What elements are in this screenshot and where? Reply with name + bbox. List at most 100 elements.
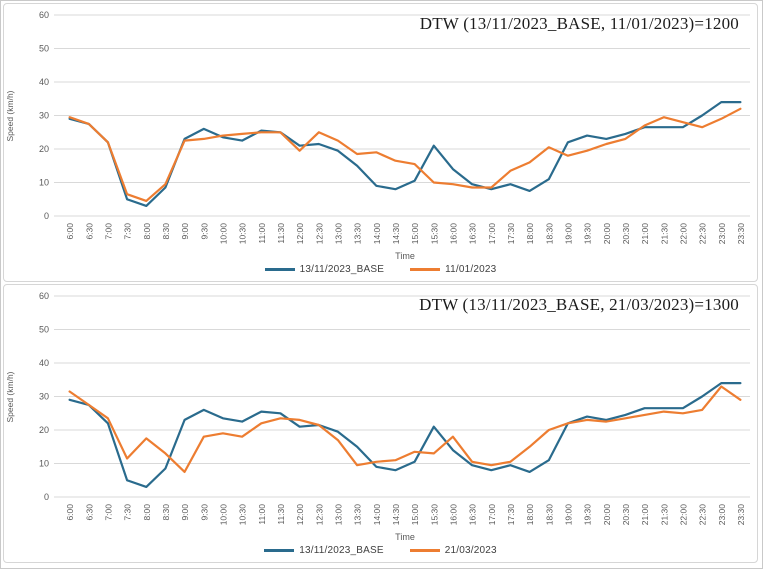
y-tick-label: 0 [44, 492, 49, 502]
x-tick-label: 10:00 [218, 223, 228, 245]
x-tick-label: 18:00 [525, 223, 535, 245]
x-tick-label: 7:30 [123, 223, 133, 240]
x-tick-label: 21:00 [640, 223, 650, 245]
x-tick-label: 20:30 [621, 223, 631, 245]
x-tick-label: 7:00 [103, 223, 113, 240]
x-tick-label: 12:00 [295, 504, 305, 526]
x-tick-label: 23:30 [736, 223, 746, 245]
x-tick-label: 11:30 [276, 504, 286, 525]
x-tick-label: 18:30 [544, 223, 554, 245]
y-tick-label: 50 [39, 325, 49, 335]
x-tick-label: 17:00 [487, 223, 497, 245]
y-tick-label: 10 [39, 459, 49, 469]
x-tick-label: 11:00 [257, 223, 267, 244]
y-tick-label: 10 [39, 178, 49, 188]
x-tick-label: 8:00 [142, 223, 152, 240]
x-tick-label: 7:00 [103, 504, 113, 521]
x-tick-label: 7:30 [123, 504, 133, 521]
x-tick-label: 6:30 [84, 504, 94, 521]
chart-panel-top: DTW (13/11/2023_BASE, 11/01/2023)=1200 S… [3, 3, 758, 282]
x-tick-label: 13:00 [333, 504, 343, 526]
y-tick-label: 40 [39, 77, 49, 87]
x-tick-label: 16:30 [468, 223, 478, 245]
x-tick-label: 9:00 [180, 504, 190, 521]
x-tick-label: 15:30 [429, 504, 439, 526]
x-tick-label: 21:30 [659, 223, 669, 245]
x-tick-label: 17:30 [506, 223, 516, 245]
legend-label: 13/11/2023_BASE [299, 544, 384, 556]
x-tick-label: 16:30 [468, 504, 478, 526]
legend-line-swatch [410, 267, 441, 271]
x-tick-label: 14:30 [391, 504, 401, 526]
x-tick-label: 17:00 [487, 504, 497, 526]
x-tick-label: 9:30 [199, 223, 209, 240]
legend-label: 21/03/2023 [444, 544, 497, 556]
x-tick-label: 16:00 [448, 504, 458, 526]
y-tick-label: 0 [44, 211, 49, 221]
y-tick-label: 30 [39, 392, 49, 402]
legend-item-compare: 11/01/2023 [410, 264, 496, 275]
x-tick-label: 13:30 [353, 504, 363, 526]
chart-legend: 13/11/2023_BASE 21/03/2023 [4, 542, 757, 558]
x-tick-label: 15:30 [429, 223, 439, 245]
x-tick-label: 9:00 [180, 223, 190, 240]
x-tick-label: 6:00 [65, 223, 75, 240]
x-tick-label: 12:30 [314, 504, 324, 526]
line-chart: 0 10 20 30 40 50 60 6:00 6:30 7:00 7:30 8:00 8:30 9:0… [39, 291, 750, 526]
x-tick-label: 19:30 [583, 223, 593, 245]
x-tick-label: 6:30 [84, 223, 94, 240]
x-tick-label: 13:30 [353, 223, 363, 245]
x-tick-label: 10:00 [218, 504, 228, 526]
x-tick-label: 21:30 [659, 504, 669, 526]
series-line [68, 107, 742, 202]
x-tick-label: 23:00 [717, 223, 727, 245]
legend-item-base: 13/11/2023_BASE [264, 545, 384, 556]
x-tick-label: 18:00 [525, 504, 535, 526]
x-axis-title: Time [395, 251, 415, 261]
x-tick-label: 9:30 [199, 504, 209, 521]
x-tick-label: 8:30 [161, 504, 171, 521]
line-chart: 0 10 20 30 40 50 60 6:00 6:30 7:00 7:30 8:00 8:30 9:0… [39, 10, 750, 245]
x-tick-label: 19:30 [583, 504, 593, 526]
y-tick-label: 60 [39, 291, 49, 301]
x-tick-label: 19:00 [563, 504, 573, 526]
x-tick-label: 14:30 [391, 223, 401, 245]
legend-item-base: 13/11/2023_BASE [264, 263, 385, 275]
x-tick-label: 23:30 [736, 504, 746, 526]
y-tick-label: 60 [39, 10, 49, 20]
series-line [68, 385, 742, 473]
series-line [68, 381, 742, 488]
y-tick-label: 30 [39, 111, 49, 121]
x-tick-label: 22:30 [698, 504, 708, 526]
x-tick-label: 20:00 [602, 504, 612, 526]
y-tick-label: 40 [39, 358, 49, 368]
x-tick-label: 10:30 [238, 223, 248, 245]
x-tick-label: 12:00 [295, 223, 305, 245]
legend-line-swatch [264, 267, 295, 271]
x-tick-label: 15:00 [410, 504, 420, 526]
x-tick-label: 8:30 [161, 223, 171, 240]
legend-label: 13/11/2023_BASE [299, 263, 385, 275]
x-tick-label: 22:00 [678, 504, 688, 526]
legend-line-swatch [264, 548, 295, 552]
chart-panel-bottom: DTW (13/11/2023_BASE, 21/03/2023)=1300 S… [3, 284, 758, 563]
x-tick-label: 14:00 [372, 223, 382, 245]
x-tick-label: 17:30 [506, 504, 516, 526]
x-axis-title: Time [395, 532, 415, 542]
x-tick-label: 20:00 [602, 223, 612, 245]
x-tick-label: 12:30 [314, 223, 324, 245]
chart-title: DTW (13/11/2023_BASE, 11/01/2023)=1200 [419, 14, 739, 33]
x-tick-label: 21:00 [640, 504, 650, 526]
x-tick-label: 10:30 [238, 504, 248, 526]
x-tick-label: 6:00 [65, 504, 75, 521]
x-tick-label: 11:30 [276, 223, 286, 244]
y-tick-label: 20 [39, 144, 49, 154]
series-line [68, 100, 742, 207]
x-tick-label: 22:00 [678, 223, 688, 245]
x-tick-label: 11:00 [257, 504, 267, 525]
legend-item-compare: 21/03/2023 [409, 544, 497, 556]
x-tick-label: 15:00 [410, 223, 420, 245]
x-tick-label: 19:00 [563, 223, 573, 245]
x-tick-label: 22:30 [698, 223, 708, 245]
